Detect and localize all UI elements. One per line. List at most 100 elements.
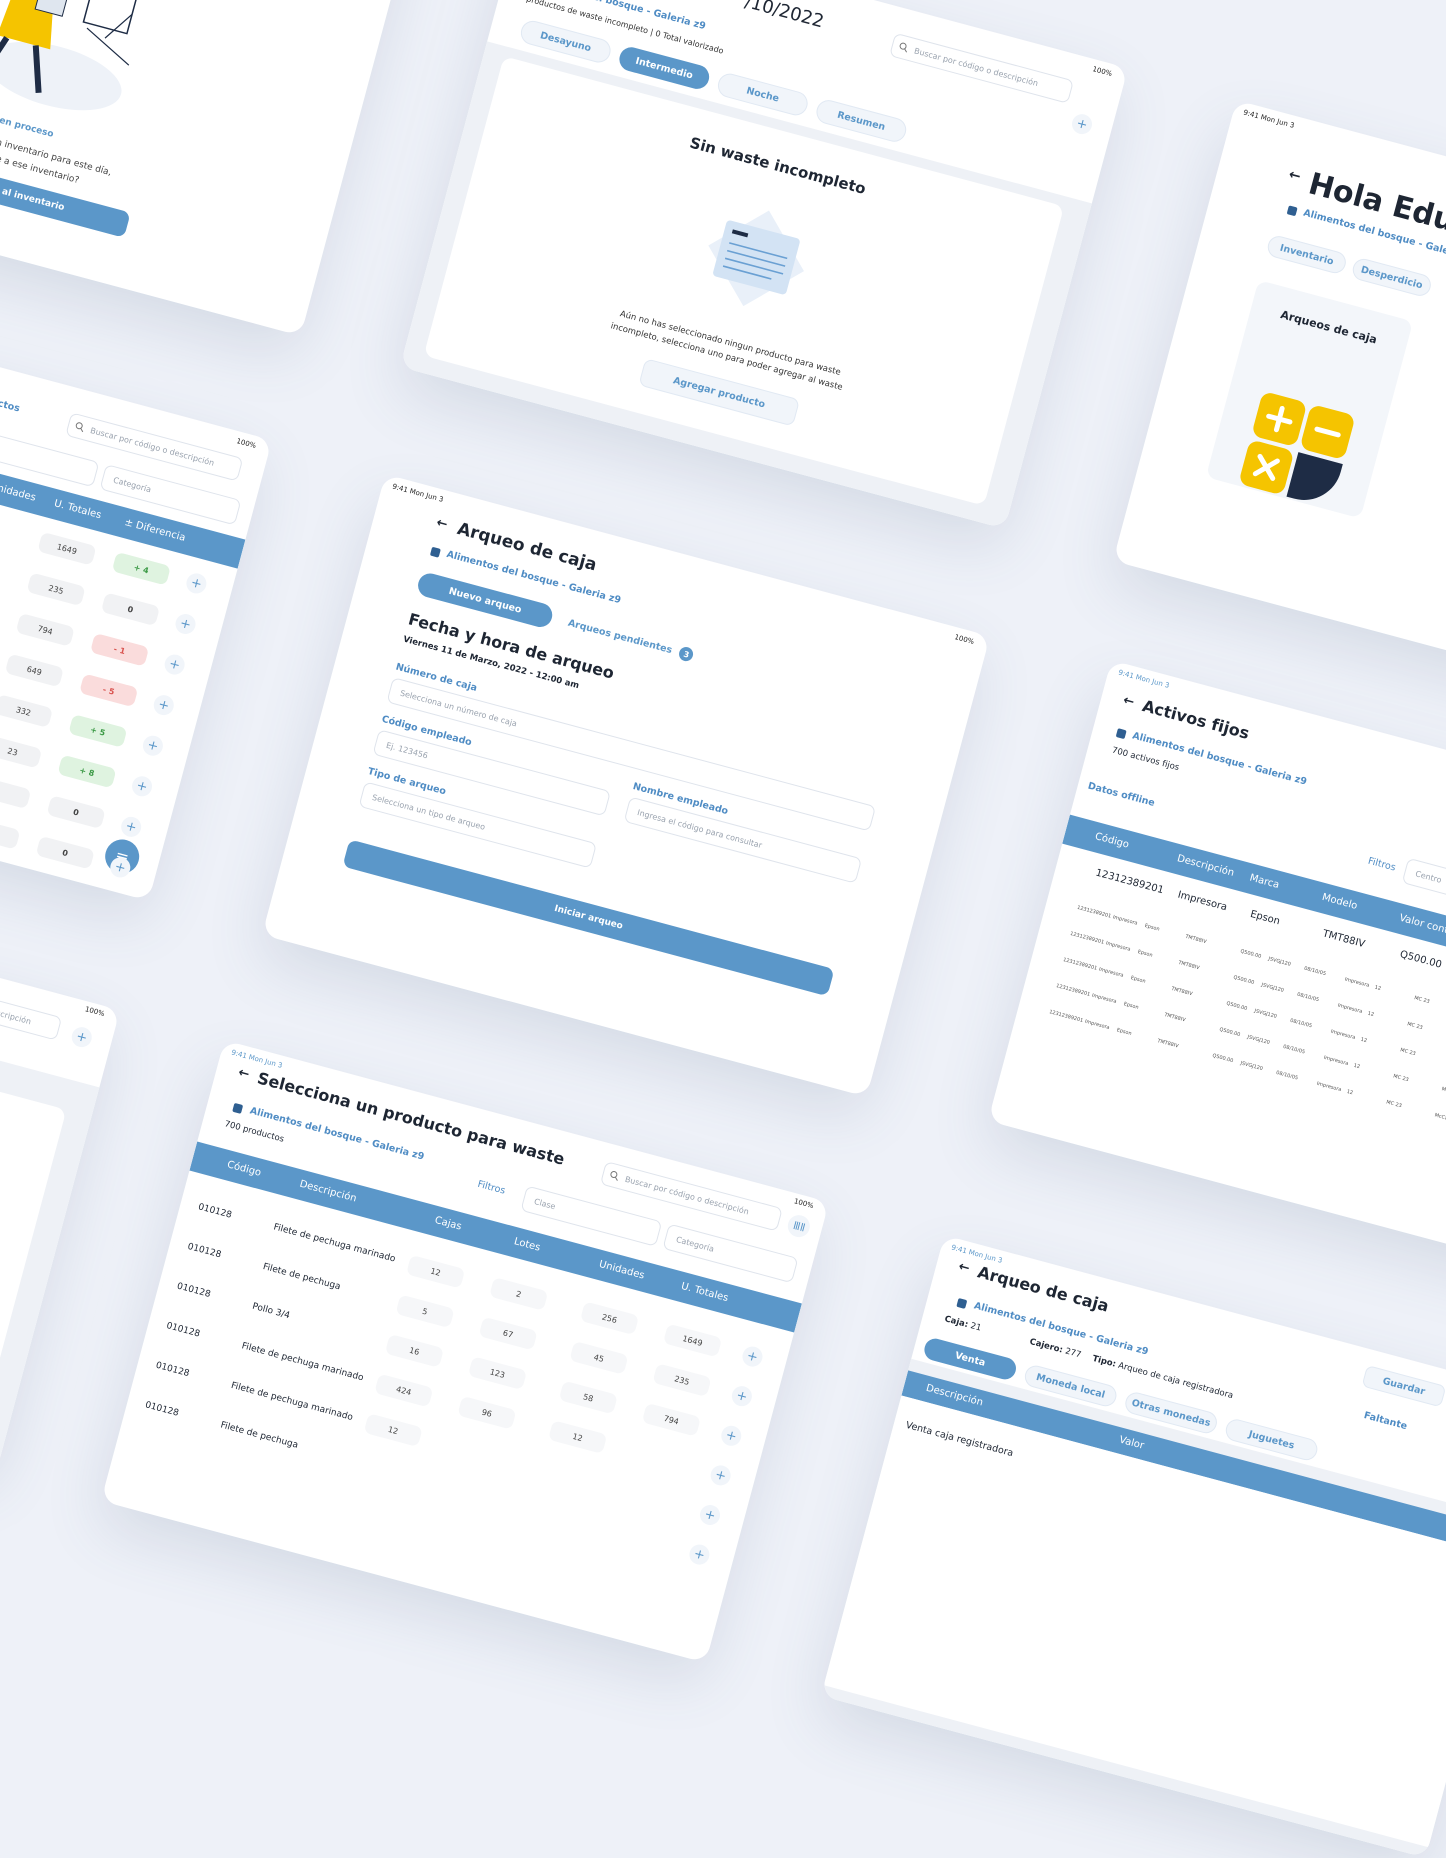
cell: JSVGJ120 bbox=[1239, 1060, 1264, 1073]
cell: Impresora bbox=[1105, 940, 1132, 953]
difference-cell: 0 bbox=[46, 795, 106, 830]
total-cell: 649 bbox=[4, 653, 64, 688]
chip[interactable]: Desperdicio bbox=[1350, 256, 1434, 299]
barcode-button[interactable] bbox=[785, 1213, 812, 1240]
back-arrow[interactable]: ← bbox=[236, 1065, 252, 1083]
search-input[interactable]: Buscar por código o descripción bbox=[889, 32, 1075, 104]
cash-count-form-card: 9:41 Mon Jun 3 100% ← Arqueo de caja Ali… bbox=[261, 474, 991, 1097]
code-cell: 010128 bbox=[186, 1241, 223, 1261]
filters-label[interactable]: Filtros bbox=[476, 1178, 507, 1197]
cell: 08/10/05 bbox=[1289, 1017, 1313, 1030]
add-button[interactable]: + bbox=[140, 733, 166, 758]
cell: Impresora bbox=[1176, 889, 1229, 914]
column-header: Cajas bbox=[433, 1214, 463, 1233]
cell: Impresora bbox=[1329, 1028, 1356, 1041]
code-cell: 010128 bbox=[143, 1400, 180, 1419]
cell: Q500.00 bbox=[1232, 974, 1255, 986]
add-button[interactable]: + bbox=[740, 1344, 765, 1369]
add-button[interactable]: + bbox=[151, 692, 177, 718]
add-button[interactable]: + bbox=[69, 1024, 95, 1050]
add-button[interactable]: + bbox=[129, 774, 155, 799]
code-cell: 010128 bbox=[165, 1321, 201, 1340]
add-button[interactable]: + bbox=[729, 1383, 755, 1409]
column-header: Lotes bbox=[512, 1236, 542, 1254]
cell: 12 bbox=[1352, 1062, 1361, 1071]
cell: MC 23 bbox=[1385, 1099, 1403, 1110]
filters-label[interactable]: Filtros bbox=[1366, 855, 1397, 874]
search-icon bbox=[75, 422, 84, 433]
placeholder: Ej. 123456 bbox=[385, 740, 430, 761]
total-cell bbox=[0, 815, 21, 850]
total-cell: 794 bbox=[15, 612, 75, 647]
cell: McCafe bbox=[1433, 1112, 1446, 1123]
cell: JSVGJ120 bbox=[1253, 1008, 1278, 1020]
add-button[interactable]: + bbox=[697, 1502, 723, 1528]
description-cell: Filete de pechuga bbox=[261, 1262, 342, 1293]
difference-cell: 0 bbox=[35, 835, 95, 870]
waste-card: 100% /10/2022 Alimentos del bosque - Gal… bbox=[399, 0, 1129, 529]
difference-cell: + 4 bbox=[111, 551, 171, 586]
description-cell: Filete de pechuga marinado bbox=[272, 1222, 397, 1265]
quantity-cell: 235 bbox=[652, 1363, 712, 1398]
cell: Impresora bbox=[1084, 1018, 1111, 1032]
time: 9:41 Mon Jun 3 bbox=[391, 482, 445, 504]
search-placeholder: Buscar por código o descripción bbox=[0, 984, 33, 1026]
cell: Impresora bbox=[1343, 976, 1370, 989]
cell: TMT88IV bbox=[1177, 959, 1201, 972]
column-header: U. Totales bbox=[679, 1280, 730, 1305]
quantity-cell: 2 bbox=[489, 1277, 549, 1311]
back-arrow[interactable]: ← bbox=[1286, 166, 1303, 186]
back-arrow[interactable]: ← bbox=[956, 1259, 972, 1277]
store-icon bbox=[956, 1297, 968, 1309]
quantity-cell: 16 bbox=[384, 1333, 445, 1368]
column-header: Valor bbox=[1117, 1434, 1146, 1452]
cell: Q500.00 bbox=[1211, 1052, 1234, 1065]
add-button[interactable]: + bbox=[687, 1542, 712, 1567]
difference-cell: 0 bbox=[100, 592, 161, 627]
difference-cell: - 5 bbox=[79, 673, 139, 708]
add-button[interactable]: + bbox=[173, 611, 198, 637]
cell: TMT88IV bbox=[1184, 933, 1208, 946]
cell: 12 bbox=[1366, 1010, 1375, 1019]
fixed-assets-card: 9:41 Mon Jun 3 ← Activos fijos Alimentos… bbox=[987, 660, 1446, 1283]
search-input[interactable]: Buscar por código o descripción bbox=[0, 970, 63, 1041]
search-icon bbox=[610, 1171, 618, 1181]
cell: Epson bbox=[1143, 922, 1161, 933]
save-button[interactable]: Guardar bbox=[1361, 1364, 1446, 1408]
column-header: Unidades bbox=[597, 1258, 646, 1282]
add-button[interactable]: + bbox=[184, 571, 209, 596]
quantity-cell: 123 bbox=[467, 1356, 528, 1391]
missing-label: Faltante bbox=[1362, 1410, 1409, 1433]
code-cell: 010128 bbox=[197, 1202, 233, 1221]
tab-label: Arqueos pendientes bbox=[566, 617, 674, 656]
quantity-cell: 67 bbox=[478, 1316, 538, 1351]
difference-cell: - 1 bbox=[89, 632, 150, 667]
battery: 100% bbox=[235, 437, 257, 451]
add-button[interactable]: + bbox=[719, 1423, 744, 1449]
cell: 12312389201 bbox=[1069, 930, 1105, 946]
search-card: 100% Buscar por código o descripción + bbox=[0, 848, 121, 1471]
add-button[interactable]: + bbox=[118, 814, 144, 840]
search-icon bbox=[899, 42, 908, 53]
cell: Epson bbox=[1116, 1027, 1133, 1037]
cashier-info: Cajero: 277 bbox=[1028, 1337, 1082, 1360]
cell: 12 bbox=[1345, 1088, 1354, 1097]
store-icon bbox=[1115, 728, 1127, 740]
chip[interactable]: Inventario bbox=[1265, 233, 1349, 276]
back-arrow[interactable]: ← bbox=[1121, 692, 1136, 711]
add-button[interactable]: + bbox=[162, 652, 187, 677]
store-icon bbox=[429, 546, 441, 558]
column-header: Marca bbox=[1248, 872, 1281, 891]
total-cell bbox=[0, 775, 32, 810]
illustration bbox=[0, 0, 139, 111]
calculator-icon bbox=[1240, 393, 1354, 500]
back-arrow[interactable]: ← bbox=[434, 515, 450, 533]
cell: Epson bbox=[1123, 1001, 1140, 1011]
add-button[interactable]: + bbox=[1069, 111, 1095, 137]
add-button[interactable]: + bbox=[708, 1463, 733, 1488]
battery: 100% bbox=[953, 633, 975, 647]
code-cell: 010128 bbox=[154, 1360, 191, 1380]
description-cell: Filete de pechuga marinado bbox=[240, 1341, 365, 1384]
empty-illustration bbox=[708, 210, 804, 307]
